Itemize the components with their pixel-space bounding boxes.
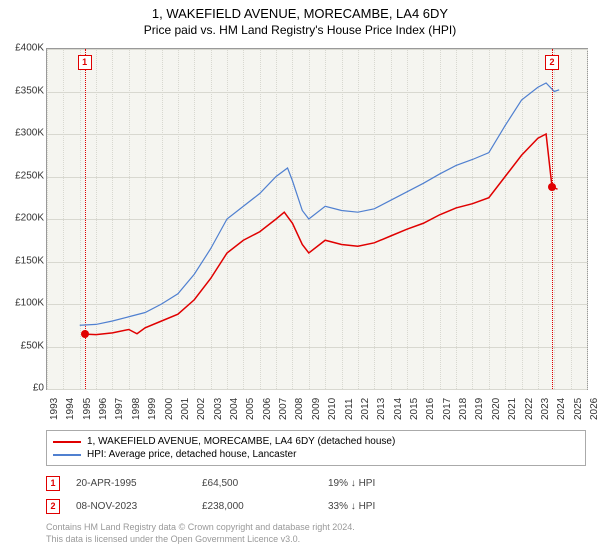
x-axis-tick-label: 2003 [213, 398, 224, 420]
footer-line-1: Contains HM Land Registry data © Crown c… [46, 522, 586, 534]
data-point-delta: 19% ↓ HPI [328, 478, 438, 489]
gridline-horizontal [47, 389, 587, 390]
data-point-date: 20-APR-1995 [76, 478, 186, 489]
x-axis-tick-label: 1998 [131, 398, 142, 420]
x-axis-tick-label: 2006 [262, 398, 273, 420]
data-point-dot [81, 330, 89, 338]
data-point-delta: 33% ↓ HPI [328, 501, 438, 512]
gridline-vertical [587, 49, 588, 389]
y-axis-tick-label: £200K [15, 213, 44, 224]
x-axis-tick-label: 2023 [540, 398, 551, 420]
legend-swatch [53, 454, 81, 456]
page-title: 1, WAKEFIELD AVENUE, MORECAMBE, LA4 6DY [0, 0, 600, 21]
x-axis-tick-label: 1993 [49, 398, 60, 420]
x-axis-tick-label: 2018 [458, 398, 469, 420]
series-line [80, 83, 559, 325]
y-axis-tick-label: £150K [15, 255, 44, 266]
y-axis-tick-label: £400K [15, 43, 44, 54]
x-axis-tick-label: 2009 [311, 398, 322, 420]
x-axis-tick-label: 2013 [376, 398, 387, 420]
x-axis-tick-label: 1995 [82, 398, 93, 420]
footer-line-2: This data is licensed under the Open Gov… [46, 534, 586, 546]
x-axis-tick-label: 2016 [425, 398, 436, 420]
x-axis-tick-label: 2017 [442, 398, 453, 420]
data-point-marker: 2 [46, 499, 60, 514]
x-axis-tick-label: 2019 [474, 398, 485, 420]
x-axis-tick-label: 1999 [147, 398, 158, 420]
y-axis-tick-label: £300K [15, 128, 44, 139]
y-axis-tick-label: £0 [33, 383, 44, 394]
x-axis-tick-label: 2008 [294, 398, 305, 420]
y-axis-tick-label: £350K [15, 85, 44, 96]
data-point-dot [548, 183, 556, 191]
legend: 1, WAKEFIELD AVENUE, MORECAMBE, LA4 6DY … [46, 430, 586, 466]
x-axis-tick-label: 2005 [245, 398, 256, 420]
x-axis-tick-label: 2026 [589, 398, 600, 420]
x-axis-tick-label: 2010 [327, 398, 338, 420]
x-axis-tick-label: 2002 [196, 398, 207, 420]
x-axis-tick-label: 2015 [409, 398, 420, 420]
legend-item: HPI: Average price, detached house, Lanc… [53, 448, 579, 461]
y-axis-tick-label: £250K [15, 170, 44, 181]
data-point-price: £238,000 [202, 501, 312, 512]
footer-attribution: Contains HM Land Registry data © Crown c… [46, 522, 586, 545]
legend-item: 1, WAKEFIELD AVENUE, MORECAMBE, LA4 6DY … [53, 435, 579, 448]
x-axis-tick-label: 2007 [278, 398, 289, 420]
legend-label: 1, WAKEFIELD AVENUE, MORECAMBE, LA4 6DY … [87, 436, 395, 447]
page-subtitle: Price paid vs. HM Land Registry's House … [0, 21, 600, 37]
legend-label: HPI: Average price, detached house, Lanc… [87, 449, 296, 460]
x-axis-tick-label: 2025 [573, 398, 584, 420]
y-axis-tick-label: £100K [15, 298, 44, 309]
data-point-marker-box: 1 [78, 55, 92, 70]
data-point-marker: 1 [46, 476, 60, 491]
data-point-price: £64,500 [202, 478, 312, 489]
x-axis-tick-label: 2001 [180, 398, 191, 420]
x-axis-tick-label: 2021 [507, 398, 518, 420]
x-axis-tick-label: 2024 [556, 398, 567, 420]
chart-plot-area [46, 48, 588, 390]
x-axis-tick-label: 2012 [360, 398, 371, 420]
series-line [85, 134, 558, 335]
data-point-row: 1 20-APR-1995 £64,500 19% ↓ HPI [46, 472, 586, 495]
data-point-date: 08-NOV-2023 [76, 501, 186, 512]
data-point-row: 2 08-NOV-2023 £238,000 33% ↓ HPI [46, 495, 586, 518]
legend-swatch [53, 441, 81, 443]
data-point-table: 1 20-APR-1995 £64,500 19% ↓ HPI 2 08-NOV-2023… [46, 472, 586, 518]
x-axis-tick-label: 2004 [229, 398, 240, 420]
x-axis-tick-label: 2020 [491, 398, 502, 420]
x-axis-tick-label: 2011 [344, 398, 355, 420]
data-point-marker-box: 2 [545, 55, 559, 70]
x-axis-tick-label: 2014 [393, 398, 404, 420]
x-axis-tick-label: 1994 [65, 398, 76, 420]
x-axis-tick-label: 1996 [98, 398, 109, 420]
x-axis-tick-label: 2000 [164, 398, 175, 420]
x-axis-tick-label: 2022 [524, 398, 535, 420]
x-axis-tick-label: 1997 [114, 398, 125, 420]
y-axis-tick-label: £50K [21, 340, 44, 351]
